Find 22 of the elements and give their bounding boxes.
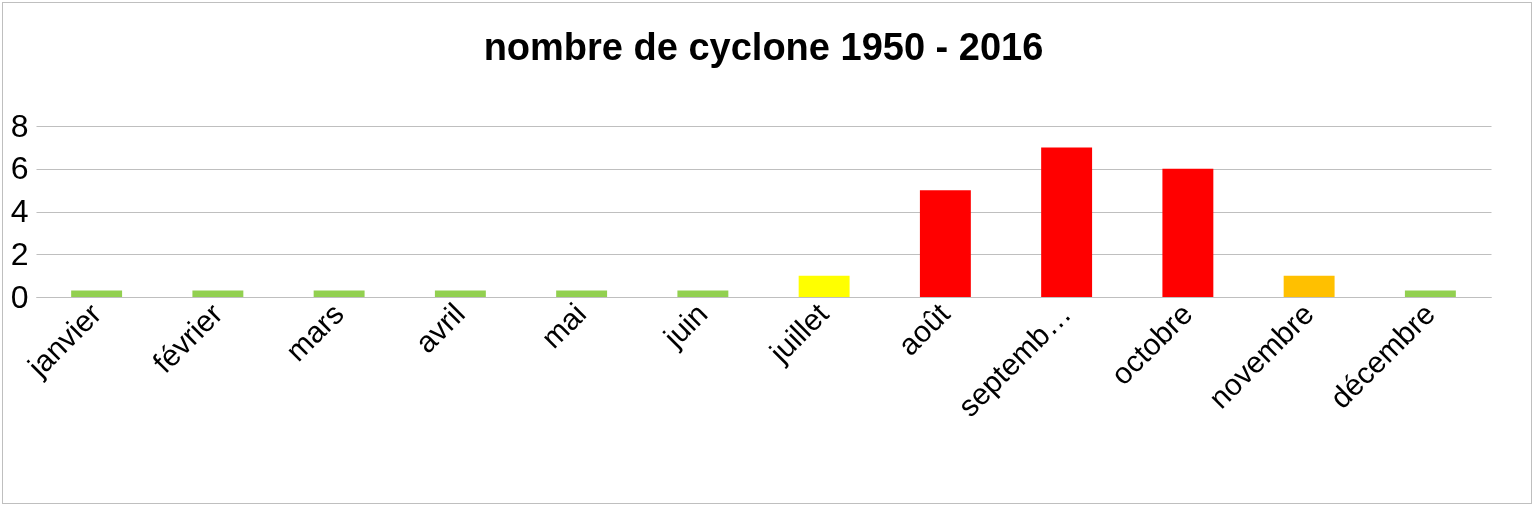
x-tick-label: juin	[656, 296, 714, 354]
x-tick-label: août	[891, 296, 957, 362]
x-tick-label: avril	[408, 296, 471, 360]
y-tick-label: 4	[10, 193, 29, 229]
bar	[1283, 275, 1335, 297]
bar	[798, 275, 850, 297]
bar	[1041, 147, 1093, 297]
bar	[1162, 168, 1214, 297]
y-tick-label: 0	[10, 278, 29, 315]
y-tick-label: 2	[10, 235, 29, 272]
bar	[192, 290, 244, 297]
bar	[434, 290, 486, 297]
bar	[919, 190, 971, 297]
chart-title: nombre de cyclone 1950 - 2016	[483, 26, 1044, 68]
bar	[1404, 290, 1456, 297]
bar	[677, 290, 729, 297]
y-tick-label: 6	[10, 150, 29, 187]
bar	[71, 290, 123, 297]
bar	[313, 290, 365, 297]
bar	[556, 290, 608, 297]
y-tick-label: 8	[10, 107, 29, 144]
x-tick-label: mai	[534, 296, 593, 355]
